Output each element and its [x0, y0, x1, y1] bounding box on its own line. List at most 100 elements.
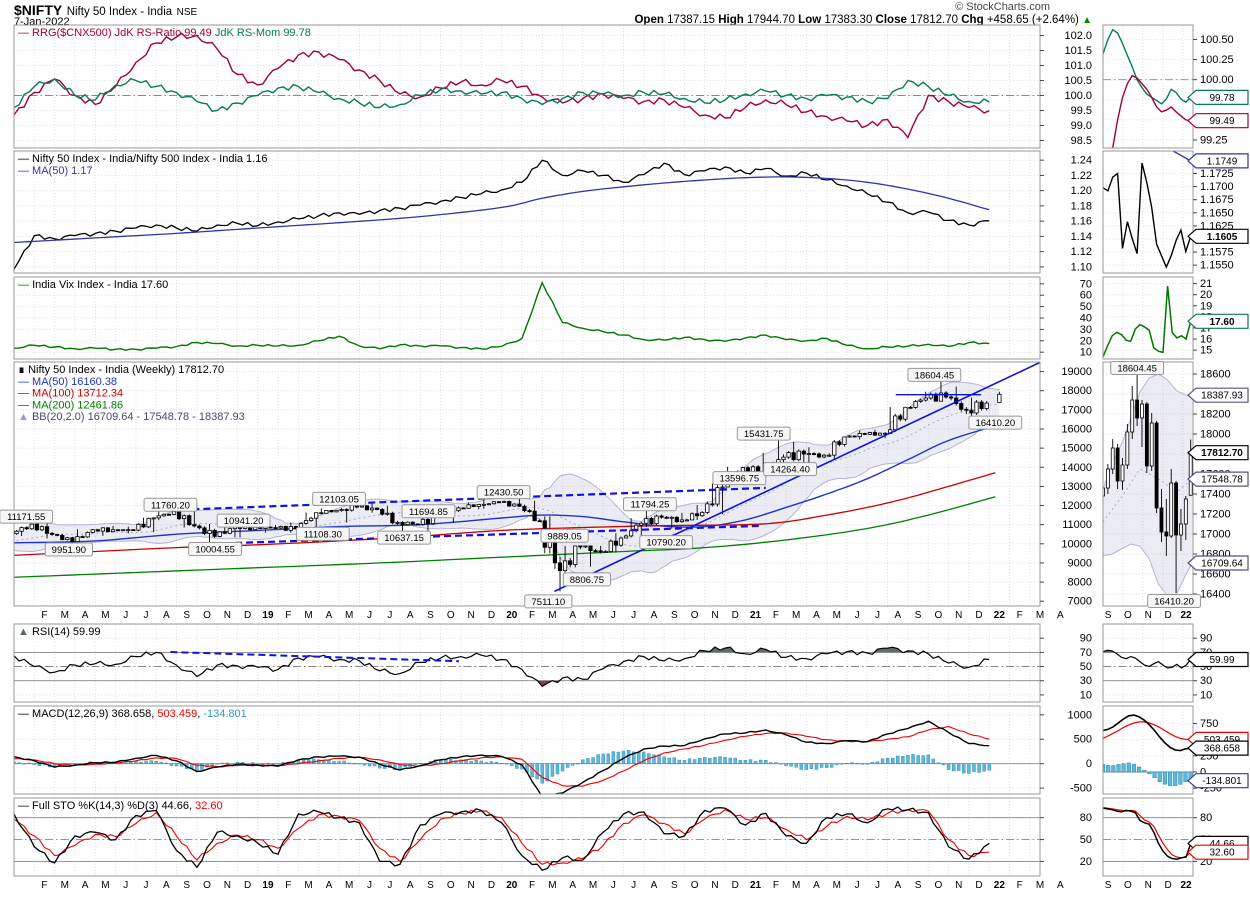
svg-text:M: M	[792, 610, 800, 621]
svg-text:— MA(100) 13712.34: — MA(100) 13712.34	[18, 388, 123, 400]
svg-text:J: J	[144, 880, 149, 891]
value-tag	[1187, 228, 1249, 244]
svg-text:J: J	[631, 610, 636, 621]
price-annotation: 11694.85	[409, 507, 448, 518]
svg-text:N: N	[711, 880, 718, 891]
svg-text:J: J	[367, 880, 372, 891]
axis-tick-label: 16400	[1200, 589, 1231, 601]
axis-tick-label: 50	[1080, 661, 1092, 673]
axis-tick-label: 100.25	[1200, 54, 1234, 66]
axis-tick-label: 750	[1200, 718, 1218, 730]
svg-text:S: S	[183, 880, 190, 891]
price-annotation: 11108.30	[304, 529, 342, 540]
axis-tick-label: 101.0	[1064, 60, 1092, 72]
axis-tick-label: 16000	[1061, 423, 1092, 435]
chg-value: +458.65 (+2.64%)	[986, 14, 1079, 26]
axis-tick-label: 1.20	[1071, 185, 1092, 197]
price-annotation-box	[562, 572, 612, 587]
svg-text:S: S	[915, 880, 922, 891]
svg-text:O: O	[1124, 610, 1132, 621]
axis-tick-label: 1.16	[1071, 216, 1092, 228]
svg-text:A: A	[407, 880, 414, 891]
svg-text:O: O	[935, 880, 943, 891]
axis-tick-label: 100.0	[1064, 90, 1092, 102]
price-annotation-box	[736, 426, 791, 441]
chg-label: Chg	[961, 14, 984, 26]
axis-tick-label: 1.24	[1071, 155, 1092, 167]
axis-tick-label: 17000	[1061, 404, 1092, 416]
price-annotation: 12103.05	[319, 494, 359, 505]
svg-text:N: N	[224, 880, 231, 891]
price-annotation-box	[0, 509, 54, 524]
svg-text:N: N	[224, 610, 231, 621]
price-annotation-box	[401, 504, 456, 519]
zoom-panel-rsi: 907050301059.99	[1102, 623, 1249, 703]
svg-text:N: N	[711, 610, 718, 621]
svg-text:S: S	[1105, 880, 1112, 891]
svg-text:J: J	[611, 610, 616, 621]
svg-text:— MA(50) 16160.38: — MA(50) 16160.38	[18, 376, 117, 388]
axis-tick-label: 1000	[1068, 709, 1092, 721]
value-tag	[1187, 740, 1249, 756]
low-value: 17383.30	[824, 14, 873, 26]
svg-text:A: A	[326, 610, 333, 621]
price-annotation-box	[44, 542, 93, 557]
svg-text:O: O	[935, 610, 943, 621]
svg-text:D: D	[1164, 610, 1171, 621]
axis-tick-label: 18600	[1200, 369, 1231, 381]
value-tag-label: 99.49	[1209, 116, 1234, 127]
price-annotation-box	[763, 462, 818, 477]
axis-tick-label: 10	[1080, 689, 1092, 701]
svg-text:A: A	[651, 880, 658, 891]
axis-tick-label: 1.1575	[1200, 247, 1234, 259]
value-tag-label: 17.60	[1209, 317, 1234, 328]
axis-tick-label: 1.14	[1071, 231, 1092, 243]
svg-text:A: A	[82, 610, 89, 621]
panel-price: 19000 18000 17000 16000 15000 14000 13000 12000…	[0, 361, 1092, 609]
axis-tick-label: 10	[1200, 689, 1212, 701]
axis-tick-label: 90	[1200, 633, 1212, 645]
svg-text:A: A	[163, 610, 170, 621]
axis-tick-label: 18200	[1200, 409, 1231, 421]
svg-text:S: S	[427, 610, 434, 621]
price-annotation: 9889.05	[547, 531, 581, 542]
svg-text:∎ Nifty 50 Index - India (Week: ∎ Nifty 50 Index - India (Weekly) 17812.…	[18, 364, 224, 376]
svg-text:F: F	[773, 610, 779, 621]
open-label: Open	[634, 14, 664, 26]
axis-tick-label: 1.22	[1071, 170, 1092, 182]
axis-tick-label: 80	[1080, 812, 1092, 824]
svg-text:21: 21	[750, 880, 762, 891]
axis-tick-label: 70	[1080, 647, 1092, 659]
svg-text:F: F	[1017, 880, 1023, 891]
axis-tick-label: 10	[1080, 347, 1092, 359]
svg-text:A: A	[163, 880, 170, 891]
price-annotation-box	[639, 535, 694, 550]
svg-text:A: A	[894, 880, 901, 891]
axis-tick-label: 1.1550	[1200, 260, 1234, 272]
axis-tick-label: 100.00	[1200, 74, 1234, 86]
svg-text:D: D	[244, 880, 251, 891]
value-tag-label: 32.60	[1209, 848, 1234, 859]
svg-text:J: J	[855, 880, 860, 891]
svg-text:A: A	[82, 880, 89, 891]
svg-text:20: 20	[506, 880, 518, 891]
price-annotation: 7511.10	[532, 597, 566, 608]
svg-text:M: M	[1036, 610, 1044, 621]
panel-rsi: 90 70 50 30 10	[13, 623, 1092, 703]
price-annotation-box	[295, 526, 350, 541]
ohlc-quote: Open 17387.15 High 17944.70 Low 17383.30…	[634, 14, 1092, 26]
svg-text:D: D	[732, 880, 739, 891]
svg-text:— Nifty 50 Index - India/Nifty: — Nifty 50 Index - India/Nifty 500 Index…	[18, 153, 267, 165]
panel-title: ▲ RSI(14) 59.99	[18, 626, 100, 638]
value-tag-label: -134.801	[1202, 776, 1242, 787]
svg-text:M: M	[304, 610, 312, 621]
axis-tick-label: 19000	[1061, 366, 1092, 378]
svg-text:M: M	[792, 880, 800, 891]
svg-text:D: D	[975, 880, 982, 891]
svg-text:22: 22	[994, 610, 1006, 621]
price-annotation-box	[907, 367, 962, 382]
axis-tick-label: 99.25	[1200, 134, 1228, 146]
axis-tick-label: 19	[1200, 300, 1212, 312]
price-annotation-box	[143, 497, 198, 512]
